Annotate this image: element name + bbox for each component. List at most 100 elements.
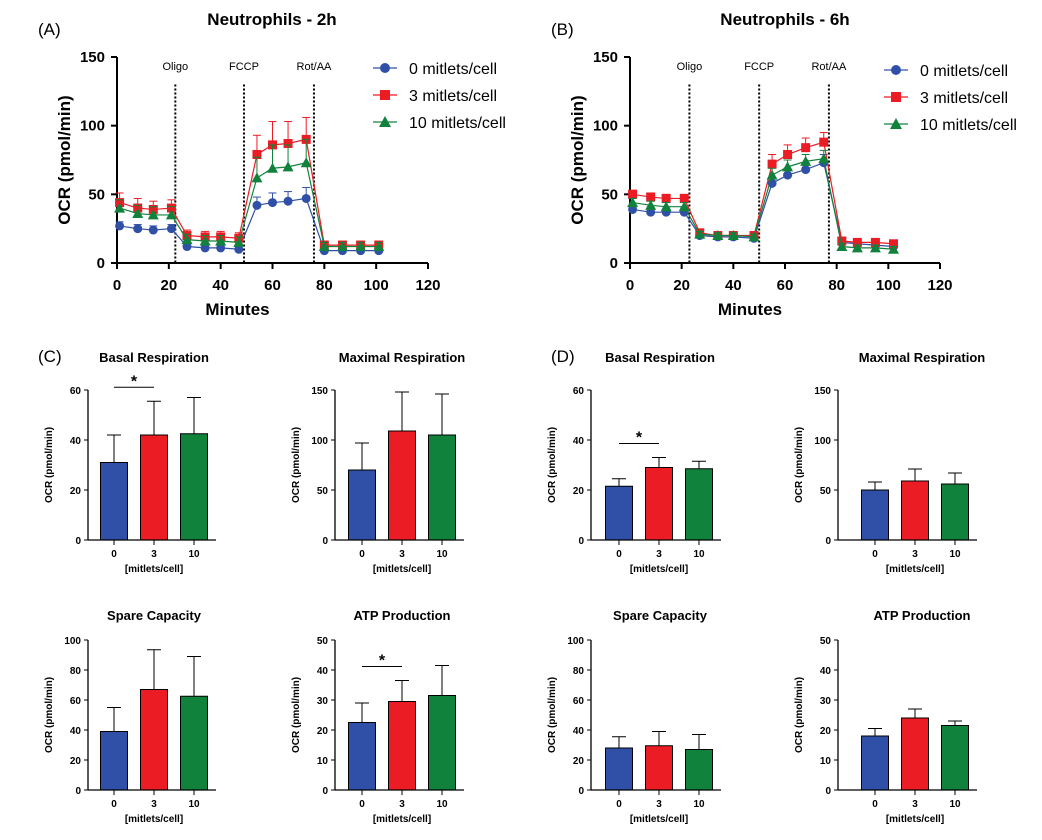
x-tick-label: 10 <box>949 549 961 560</box>
data-point <box>660 201 672 212</box>
y-tick-label: 150 <box>80 49 105 66</box>
series-10 <box>114 138 385 252</box>
data-point <box>216 243 226 253</box>
chart-title: Maximal Respiration <box>339 350 465 365</box>
data-point <box>628 189 638 199</box>
bar-chart-0: (C) Basal Respiration 0 3 10 0 20 40 60 [mitlets/… <box>38 347 216 575</box>
x-tick-label: 80 <box>828 277 845 294</box>
data-point <box>283 196 293 206</box>
legend-label: 3 mitlets/cell <box>409 88 497 105</box>
y-axis-label: OCR (pmol/min) <box>794 427 805 503</box>
y-tick-label: 80 <box>70 666 82 677</box>
x-tick-label: 3 <box>656 799 662 810</box>
x-axis-label: [mitlets/cell] <box>886 564 944 575</box>
chart-title: Neutrophils - 6h <box>720 10 849 29</box>
x-tick-label: 3 <box>912 549 918 560</box>
injection-label: Rot/AA <box>811 61 847 73</box>
chart-title: Spare Capacity <box>107 608 202 623</box>
data-point <box>679 193 689 203</box>
bar-3 <box>140 434 168 541</box>
data-point <box>233 236 245 247</box>
bar-0 <box>605 485 633 541</box>
x-tick-label: 10 <box>188 799 200 810</box>
x-tick-label: 120 <box>415 277 440 294</box>
y-tick-label: 80 <box>573 666 585 677</box>
data-point <box>782 161 794 172</box>
data-point <box>132 208 144 219</box>
significance-star: * <box>636 430 643 447</box>
data-point <box>801 165 811 175</box>
significance-star: * <box>131 373 138 390</box>
y-tick-label: 20 <box>70 486 82 497</box>
data-point <box>252 150 262 160</box>
chart-title: Basal Respiration <box>605 350 715 365</box>
bar-0 <box>100 462 128 541</box>
x-tick-label: 100 <box>876 277 901 294</box>
x-tick-label: 10 <box>693 799 705 810</box>
bar-3 <box>388 701 416 791</box>
bar-10 <box>428 695 456 791</box>
data-point <box>234 244 244 254</box>
y-tick-label: 150 <box>814 386 831 397</box>
data-point <box>215 235 227 246</box>
y-tick-label: 30 <box>820 696 832 707</box>
bar-3 <box>901 717 929 791</box>
data-point <box>783 170 793 180</box>
bar-chart-7: ATP Production 0 3 10 0 10 20 30 40 50 [mitlets/ce… <box>794 608 977 825</box>
y-tick-label: 20 <box>820 726 832 737</box>
x-tick-label: 40 <box>212 277 229 294</box>
y-axis-label: OCR (pmol/min) <box>44 677 55 753</box>
bar-10 <box>180 433 208 541</box>
y-tick-label: 60 <box>573 386 585 397</box>
y-tick-label: 20 <box>573 756 585 767</box>
data-point <box>836 241 848 252</box>
y-tick-label: 0 <box>578 536 584 547</box>
legend-marker <box>890 118 902 129</box>
line-chart-1: (B) Neutrophils - 6h 0 20 40 60 80 100 120 0 50 100… <box>551 10 1017 319</box>
legend-label: 0 mitlets/cell <box>920 63 1008 80</box>
y-tick-label: 40 <box>820 666 832 677</box>
x-tick-label: 120 <box>927 277 952 294</box>
bar-10 <box>685 468 713 541</box>
data-point <box>114 202 126 213</box>
data-point <box>767 159 777 169</box>
y-tick-label: 100 <box>311 436 328 447</box>
data-point <box>199 235 211 246</box>
data-point <box>678 201 690 212</box>
bar-10 <box>941 725 969 791</box>
bar-0 <box>348 469 376 541</box>
x-axis-label: [mitlets/cell] <box>630 814 688 825</box>
data-point <box>373 241 385 252</box>
legend-label: 0 mitlets/cell <box>409 61 497 78</box>
y-tick-label: 0 <box>75 786 81 797</box>
x-tick-label: 3 <box>399 549 405 560</box>
data-point <box>727 230 739 241</box>
series-line <box>119 197 379 252</box>
y-tick-label: 0 <box>610 255 618 272</box>
data-point <box>251 172 263 183</box>
y-tick-label: 40 <box>317 666 329 677</box>
chart-title: ATP Production <box>873 608 970 623</box>
x-tick-label: 20 <box>160 277 177 294</box>
data-point <box>819 137 829 147</box>
data-point <box>646 207 656 217</box>
data-point <box>200 243 210 253</box>
series-line <box>119 138 379 246</box>
data-point <box>712 230 724 241</box>
data-point <box>783 150 793 160</box>
y-tick-label: 40 <box>573 436 585 447</box>
y-tick-label: 20 <box>317 726 329 737</box>
y-tick-label: 50 <box>820 486 832 497</box>
chart-title: Basal Respiration <box>99 350 209 365</box>
x-tick-label: 40 <box>725 277 742 294</box>
x-tick-label: 0 <box>616 549 622 560</box>
line-chart-0: (A) Neutrophils - 2h 0 20 40 60 80 100 120 0 50 100… <box>38 10 506 319</box>
bar-3 <box>901 480 929 541</box>
x-tick-label: 0 <box>111 549 117 560</box>
x-tick-label: 10 <box>693 549 705 560</box>
y-tick-label: 150 <box>311 386 328 397</box>
significance-star: * <box>379 653 386 670</box>
data-point <box>283 139 293 149</box>
y-tick-label: 50 <box>88 186 105 203</box>
